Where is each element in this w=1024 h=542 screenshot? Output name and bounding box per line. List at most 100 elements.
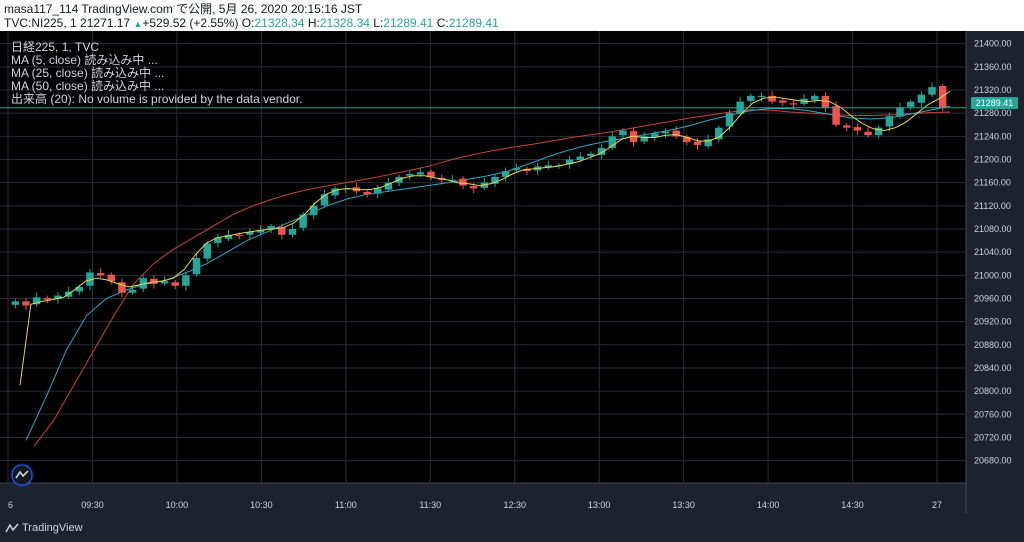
price-chart[interactable]: 21400.00 21360.00 21320.00 21280.00 21240.00… (0, 31, 1024, 514)
candles (11, 82, 947, 311)
chart-header: masa117_114 TradingView.com で公開, 5月 26, … (0, 0, 1024, 31)
candle-body (576, 156, 584, 161)
candle-body (693, 141, 702, 146)
candle-body (938, 85, 947, 108)
price-tick: 21320.00 (974, 85, 1012, 95)
candle-body (363, 191, 371, 195)
footer: TradingView (0, 514, 1024, 542)
candle-body (853, 127, 862, 131)
price-tick: 20840.00 (974, 363, 1012, 373)
time-tick: 13:00 (588, 500, 611, 510)
candle-body (405, 173, 414, 176)
candle-body (267, 226, 275, 230)
price-tick: 21240.00 (974, 131, 1012, 141)
up-arrow-icon: ▲ (133, 19, 143, 29)
ma-polyline (25, 105, 951, 441)
open-label: O: (241, 16, 255, 30)
candle-body (928, 87, 936, 95)
candle-body (214, 237, 222, 243)
candle-body (160, 281, 169, 284)
time-tick: 27 (932, 500, 942, 510)
candle-body (672, 130, 680, 137)
candle-body (278, 227, 286, 235)
candle-body (651, 133, 659, 138)
candle-body (512, 168, 521, 170)
time-tick: 13:30 (672, 500, 695, 510)
candle-body (203, 243, 211, 259)
candle-body (320, 194, 329, 206)
symbol-label: TVC:NI225, 1 (4, 16, 77, 30)
candle-body (22, 301, 30, 306)
price-tick: 20720.00 (974, 432, 1012, 442)
candle-body (469, 186, 478, 189)
ma5-line (19, 90, 951, 386)
price-tick: 21080.00 (974, 224, 1012, 234)
legend-ma50: MA (50, close) 読み込み中 ... (11, 79, 165, 93)
candle-body (544, 165, 553, 168)
grid-lines (0, 31, 966, 483)
tradingview-brand-icon (5, 523, 19, 533)
candle-body (224, 234, 233, 239)
time-tick: 10:00 (166, 500, 189, 510)
candle-body (715, 127, 723, 140)
candle-body (864, 131, 872, 136)
candle-body (384, 182, 393, 190)
legend-ma25: MA (25, close) 読み込み中 ... (11, 66, 165, 80)
last-price: 21271.17 (80, 16, 131, 30)
change-value: +529.52 (+2.55%) (142, 16, 239, 30)
candle-body (416, 172, 425, 175)
candle-body (661, 131, 670, 134)
time-tick: 6 (8, 500, 13, 510)
ma25-line (25, 105, 951, 441)
ma-polyline (33, 109, 951, 447)
candle-body (256, 230, 265, 233)
ma-polyline (19, 90, 951, 386)
brand-text: TradingView (22, 522, 83, 534)
high-label: H: (307, 16, 320, 30)
price-tick: 21400.00 (974, 39, 1012, 49)
open-value: 21328.34 (254, 16, 305, 30)
price-axis[interactable] (966, 31, 1024, 514)
candle-body (832, 106, 840, 125)
price-tick: 21120.00 (974, 201, 1011, 211)
price-tick: 20880.00 (974, 340, 1012, 350)
candle-body (491, 176, 499, 184)
price-tick: 21200.00 (974, 155, 1012, 165)
candle-body (246, 231, 254, 235)
ohlc-line: TVC:NI225, 1 21271.17 ▲+529.52 (+2.55%) … (4, 16, 499, 31)
price-tick: 21360.00 (974, 62, 1012, 72)
candle-body (683, 136, 691, 143)
candle-body (597, 147, 606, 155)
time-tick: 12:30 (503, 500, 526, 510)
candle-body (565, 159, 574, 165)
candle-body (310, 205, 318, 216)
candle-body (896, 107, 904, 117)
candle-body (150, 278, 158, 285)
candle-body (86, 272, 94, 286)
price-tick: 21000.00 (974, 270, 1012, 280)
candle-body (448, 179, 457, 181)
candle-body (704, 139, 712, 147)
tradingview-logo-icon[interactable] (10, 463, 34, 487)
candle-body (182, 275, 190, 286)
candle-body (501, 171, 510, 177)
candle-body (757, 95, 766, 97)
time-tick: 09:30 (81, 500, 104, 510)
candle-body (96, 273, 105, 276)
price-tick: 20800.00 (974, 386, 1012, 396)
candle-body (874, 127, 883, 136)
candle-body (32, 297, 41, 305)
candle-body (107, 274, 115, 282)
plot-area[interactable] (0, 31, 966, 483)
ma50-line (33, 109, 951, 447)
legend-symbol: 日経225, 1, TVC (11, 40, 100, 54)
low-label: L: (373, 16, 384, 30)
candle-body (779, 100, 787, 103)
legend-volume: 出来高 (20): No volume is provided by the d… (11, 92, 303, 106)
time-axis[interactable] (0, 483, 966, 514)
price-tick: 20760.00 (974, 409, 1012, 419)
price-tick: 20960.00 (974, 293, 1012, 303)
close-value: 21289.41 (448, 16, 499, 30)
close-label: C: (436, 16, 449, 30)
candle-body (725, 113, 734, 127)
